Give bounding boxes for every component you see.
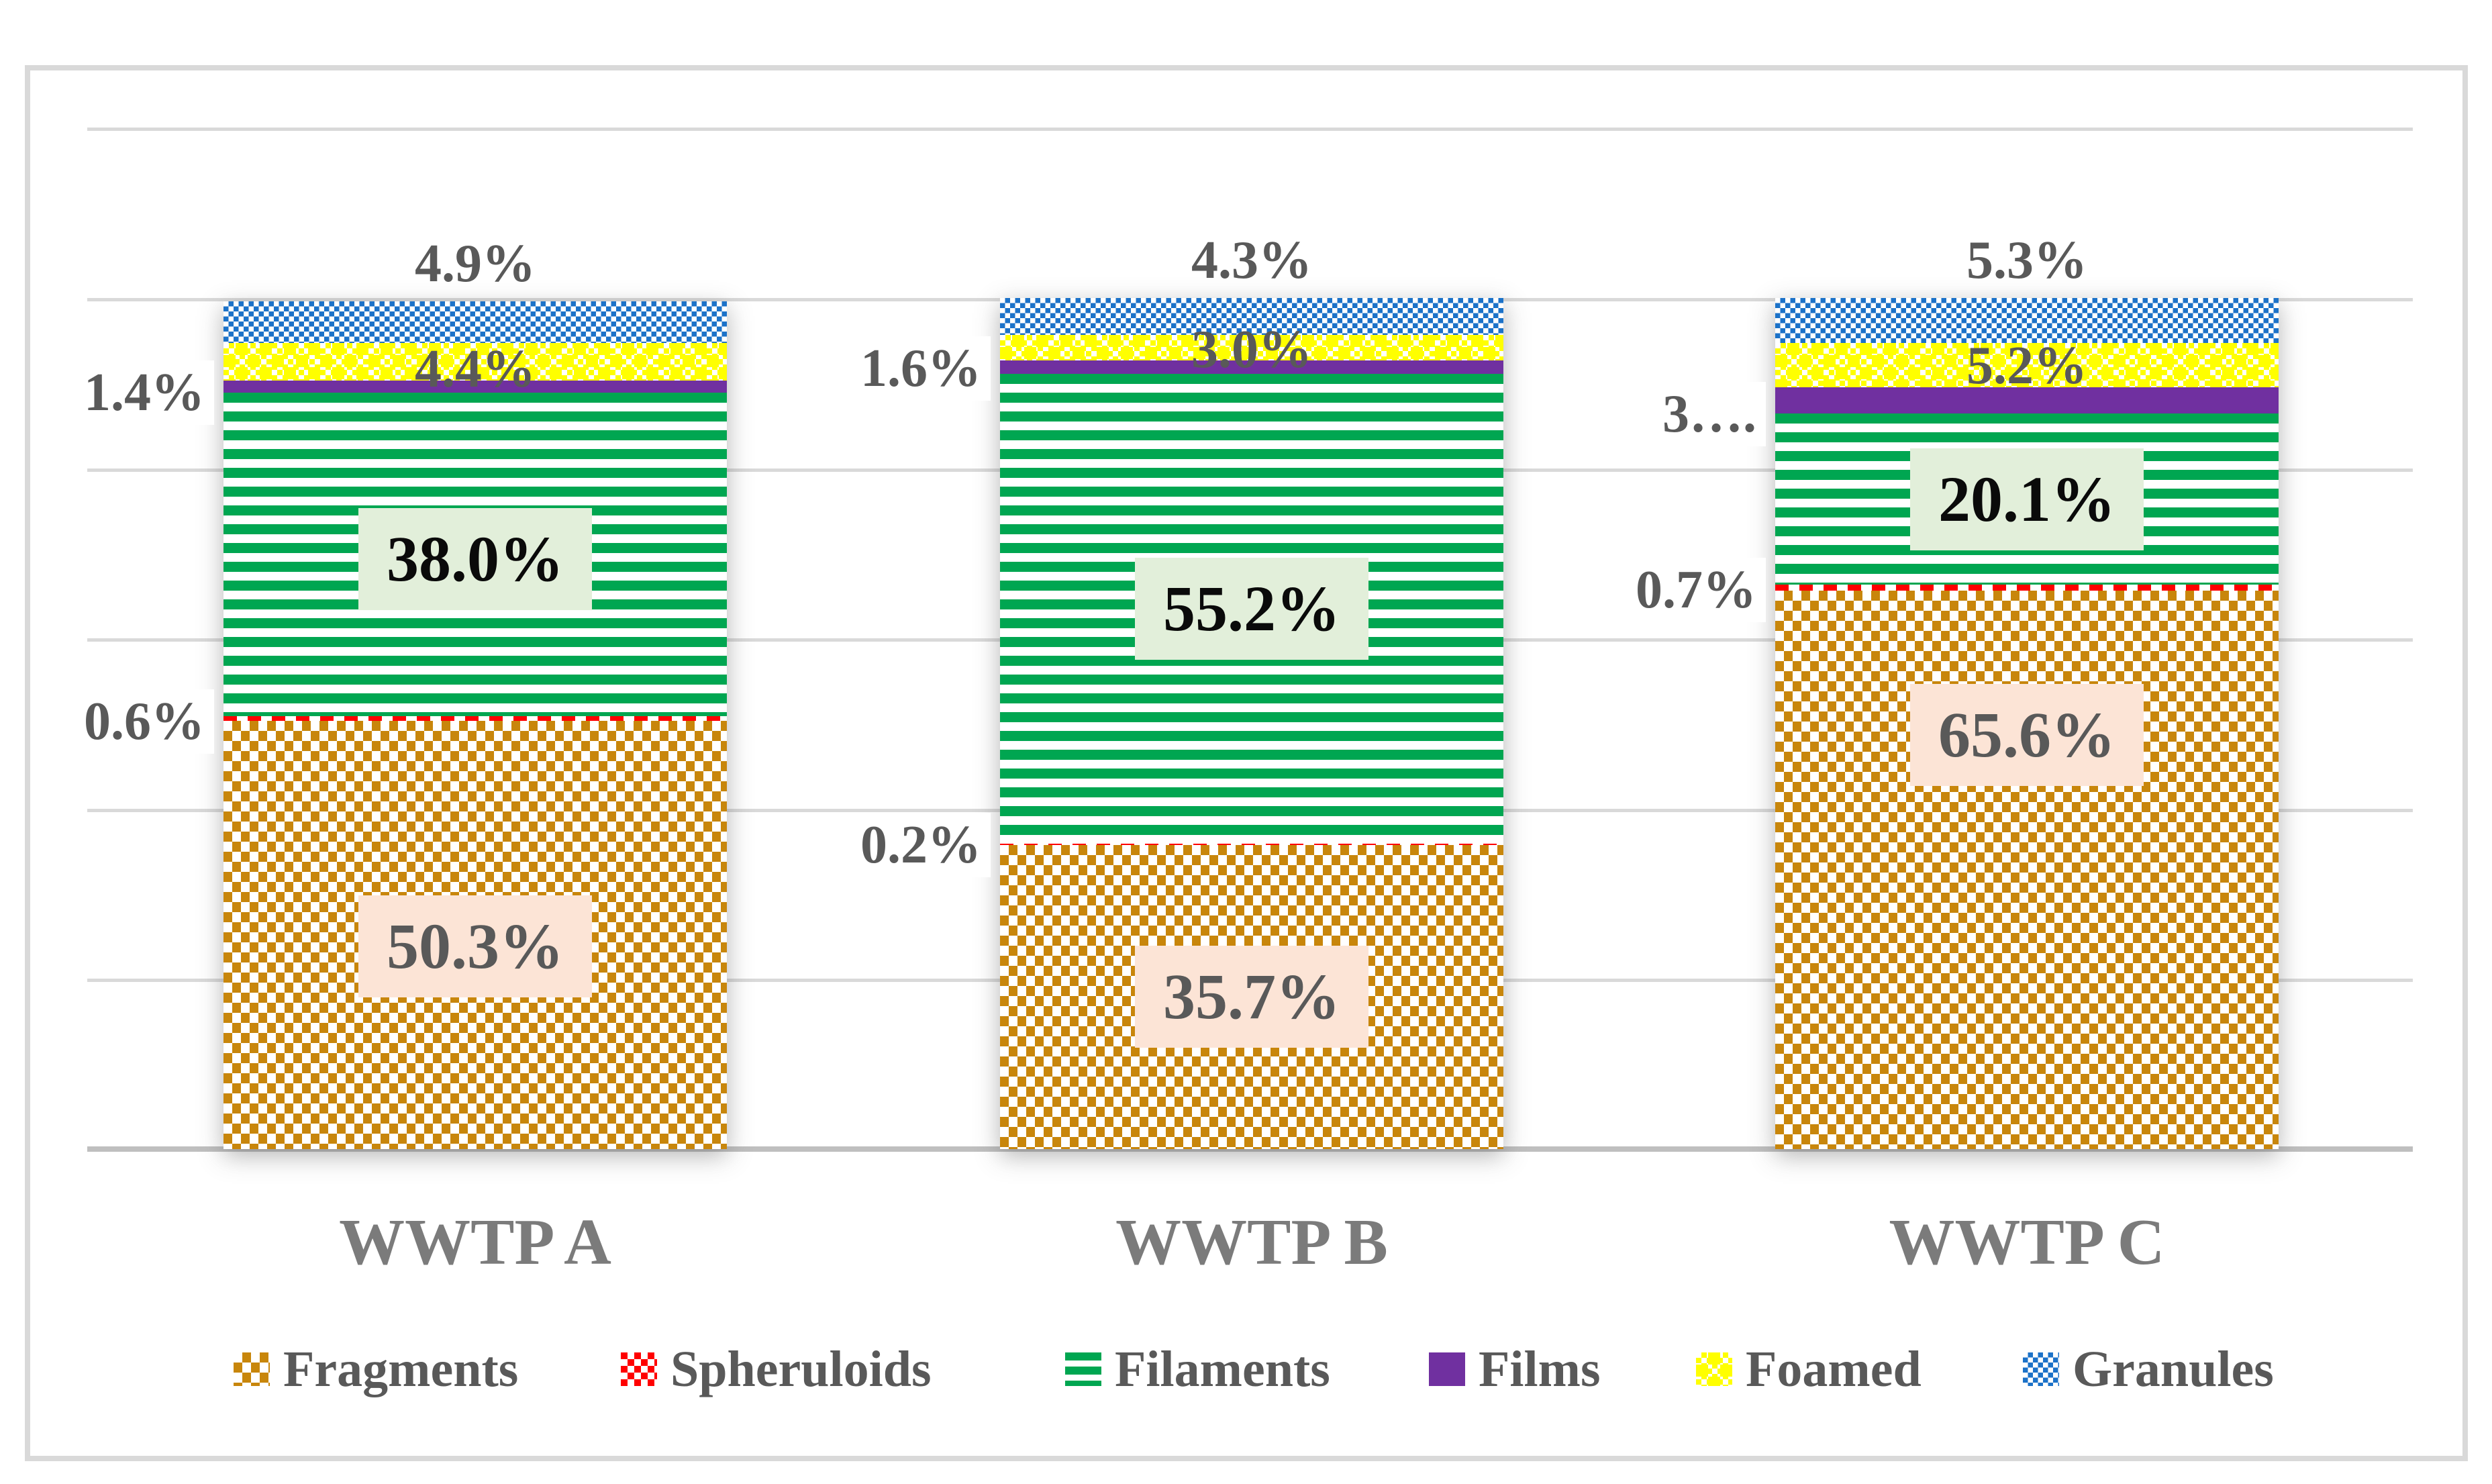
gridline [87, 128, 2413, 131]
label-fragments-wwtp-a: 50.3% [358, 895, 592, 997]
label-spheruloids-wwtp-c: 0.7% [1626, 558, 1766, 622]
segment-films-wwtp-b [1000, 360, 1503, 374]
label-fragments-wwtp-b: 35.7% [1135, 946, 1368, 1048]
segment-spheruloids-wwtp-b [1000, 843, 1503, 846]
legend-label: Foamed [1746, 1341, 1922, 1397]
label-foamed-wwtp-a: 4.4% [415, 340, 536, 399]
segment-spheruloids-wwtp-c [1775, 585, 2279, 591]
segment-granules-wwtp-c [1775, 298, 2279, 344]
segment-films-wwtp-a [223, 380, 727, 393]
legend-label: Granules [2073, 1341, 2274, 1397]
legend-key-filaments-swatch [1065, 1352, 1101, 1386]
legend-key-granules-swatch [2023, 1352, 2059, 1386]
stacked-bar-wwtp-b [1000, 298, 1503, 1149]
legend-label: Filaments [1115, 1341, 1330, 1397]
legend-item-foamed: Foamed [1696, 1336, 1922, 1403]
segment-foamed-wwtp-b [1000, 334, 1503, 360]
label-filaments-wwtp-a: 38.0% [358, 508, 592, 610]
segment-foamed-wwtp-c [1775, 343, 2279, 388]
x-axis-line [87, 1146, 2413, 1152]
segment-spheruloids-wwtp-a [223, 715, 727, 722]
label-spheruloids-wwtp-b: 0.2% [851, 813, 991, 877]
label-foamed-wwtp-b: 3.0% [1191, 320, 1312, 379]
category-label-wwtp-a: WWTP A [339, 1206, 611, 1279]
category-label-wwtp-b: WWTP B [1115, 1206, 1388, 1279]
legend-label: Spheruloids [670, 1341, 932, 1397]
category-label-wwtp-c: WWTP C [1889, 1206, 2165, 1279]
segment-foamed-wwtp-a [223, 343, 727, 381]
label-films-wwtp-a: 1.4% [74, 360, 214, 425]
label-granules-wwtp-c: 5.3% [1966, 231, 2087, 290]
label-films-wwtp-c: 3…. [1653, 382, 1766, 446]
segment-granules-wwtp-b [1000, 298, 1503, 335]
segment-granules-wwtp-a [223, 301, 727, 344]
label-foamed-wwtp-c: 5.2% [1966, 336, 2087, 395]
segment-films-wwtp-c [1775, 387, 2279, 414]
label-filaments-wwtp-b: 55.2% [1135, 558, 1368, 660]
legend-item-spheruloids: Spheruloids [621, 1336, 932, 1403]
legend-key-spheruloids-swatch [621, 1352, 657, 1386]
legend-item-filaments: Filaments [1065, 1336, 1330, 1403]
legend-item-granules: Granules [2023, 1336, 2274, 1403]
label-granules-wwtp-b: 4.3% [1191, 231, 1312, 290]
legend-item-films: Films [1429, 1336, 1601, 1403]
segment-fragments-wwtp-c [1775, 591, 2279, 1149]
label-filaments-wwtp-c: 20.1% [1910, 448, 2144, 550]
legend-key-foamed-swatch [1696, 1352, 1732, 1386]
legend-item-fragments: Fragments [234, 1336, 518, 1403]
stacked-bar-wwtp-a [223, 301, 727, 1149]
legend-key-films-swatch [1429, 1352, 1465, 1386]
label-spheruloids-wwtp-a: 0.6% [74, 689, 214, 754]
label-granules-wwtp-a: 4.9% [415, 234, 536, 293]
segment-filaments-wwtp-c [1775, 413, 2279, 585]
legend-label: Fragments [283, 1341, 519, 1397]
label-fragments-wwtp-c: 65.6% [1910, 684, 2144, 786]
legend-key-fragments-swatch [234, 1352, 270, 1386]
segment-fragments-wwtp-b [1000, 845, 1503, 1149]
label-films-wwtp-b: 1.6% [851, 336, 991, 401]
legend-label: Films [1479, 1341, 1601, 1397]
stacked-bar-wwtp-c [1775, 298, 2279, 1149]
